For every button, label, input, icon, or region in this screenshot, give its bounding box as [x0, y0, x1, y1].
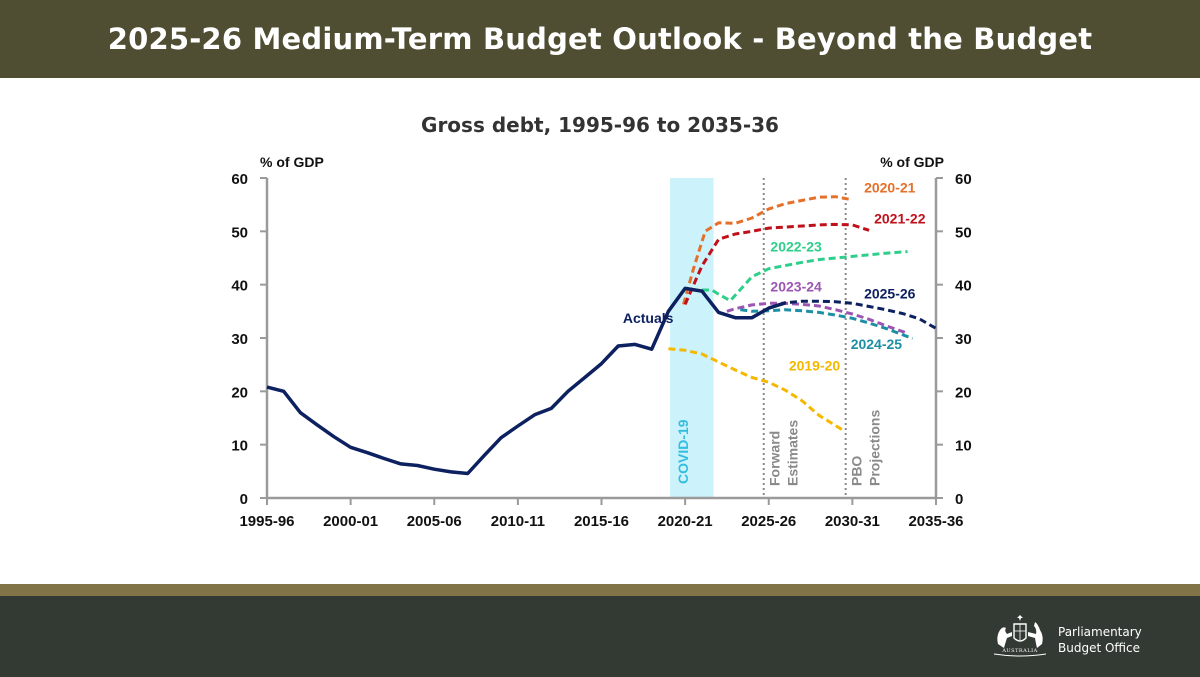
y-axis-label-left: % of GDP	[260, 154, 324, 170]
series-line-2019-20	[668, 347, 845, 433]
x-tick-label: 2025-26	[741, 513, 796, 530]
x-tick-label: 2010-11	[491, 513, 545, 530]
y-tick-label-left: 10	[231, 438, 248, 455]
x-tick-label: 2015-16	[574, 513, 629, 530]
gross-debt-chart: Gross debt, 1995-96 to 2035-36 % of GDP …	[231, 113, 972, 530]
series-line-2025-26	[768, 299, 937, 330]
x-tick-label: 1995-96	[239, 513, 294, 530]
y-tick-label-right: 10	[955, 438, 972, 455]
series-label-2023-24: 2023-24	[770, 279, 822, 295]
y-tick-label-right: 20	[955, 384, 972, 401]
marker-label-1-2: Estimates	[785, 420, 801, 486]
x-tick-label: 2035-36	[908, 513, 963, 530]
x-tick-label: 2020-21	[658, 513, 713, 530]
x-tick-label: 2005-06	[407, 513, 462, 530]
x-tick-label: 2030-31	[825, 513, 880, 530]
marker-label-2-2: Projections	[867, 410, 883, 486]
organisation-name: Parliamentary Budget Office	[1058, 624, 1142, 656]
y-tick-label-right: 40	[955, 278, 972, 295]
y-tick-label-left: 60	[231, 171, 248, 188]
coat-of-arms-logo: AUSTRALIA	[993, 615, 1047, 657]
crest-label: AUSTRALIA	[1001, 648, 1037, 654]
series-label-2020-21: 2020-21	[864, 179, 916, 195]
y-tick-label-left: 0	[240, 491, 248, 508]
y-tick-label-right: 60	[955, 171, 972, 188]
y-tick-label-right: 50	[955, 224, 972, 241]
y-tick-label-right: 30	[955, 331, 972, 348]
marker-label-2-1: PBO	[849, 456, 865, 486]
series-label-2024-25: 2024-25	[851, 336, 903, 352]
marker-label-1-1: Forward	[767, 431, 783, 486]
y-tick-label-left: 40	[231, 278, 248, 295]
covid-label: COVID-19	[675, 419, 691, 484]
series-label-2022-23: 2022-23	[770, 239, 822, 255]
chart-container: Gross debt, 1995-96 to 2035-36 % of GDP …	[0, 78, 1200, 584]
y-tick-label-right: 0	[955, 491, 963, 508]
y-tick-label-left: 30	[231, 331, 248, 348]
header-bar: 2025-26 Medium-Term Budget Outlook - Bey…	[0, 0, 1200, 78]
x-tick-label: 2000-01	[323, 513, 378, 530]
y-tick-label-left: 20	[231, 384, 248, 401]
series-line-2021-22	[683, 222, 870, 306]
series-line-2020-21	[682, 195, 853, 305]
footer-stripe	[0, 584, 1200, 596]
series-label-2019-20: 2019-20	[789, 358, 841, 374]
series-line-actuals	[266, 286, 787, 476]
series-line-2023-24	[726, 301, 907, 335]
chart-title: Gross debt, 1995-96 to 2035-36	[421, 113, 779, 137]
y-axis-label-right: % of GDP	[880, 154, 944, 170]
page-title: 2025-26 Medium-Term Budget Outlook - Bey…	[107, 22, 1093, 56]
series-label-2025-26: 2025-26	[864, 286, 916, 302]
series-line-2022-23	[701, 250, 908, 303]
org-name-line1: Parliamentary	[1058, 625, 1142, 639]
series-label-2021-22: 2021-22	[874, 210, 926, 226]
series-label-actuals: Actuals	[623, 310, 674, 326]
y-tick-label-left: 50	[231, 224, 248, 241]
series-line-2024-25	[740, 308, 914, 340]
org-name-line2: Budget Office	[1058, 641, 1141, 655]
